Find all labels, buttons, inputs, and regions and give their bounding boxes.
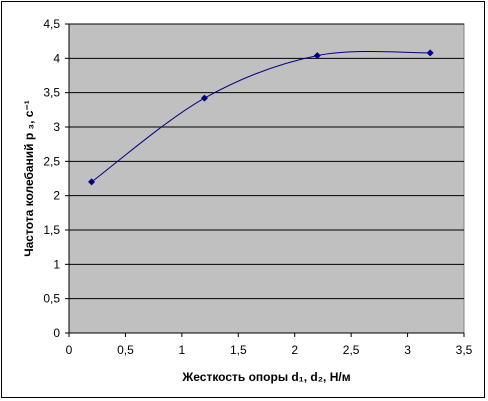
x-tick-label: 1,5	[230, 343, 247, 357]
data-point	[88, 178, 96, 186]
plot-area	[68, 23, 465, 334]
x-tick-label: 3,5	[456, 343, 473, 357]
x-tick-label: 0,5	[117, 343, 134, 357]
data-point	[200, 94, 208, 102]
y-tick-label: 0	[53, 326, 60, 340]
y-axis-title: Частота колебаний р ₃, с⁻¹	[22, 100, 36, 257]
data-point	[313, 52, 321, 60]
y-tick-label: 0,5	[43, 292, 60, 306]
series-line	[91, 50, 431, 183]
y-tick-label: 3,5	[43, 86, 60, 100]
x-tick-label: 1	[179, 343, 186, 357]
y-tick-label: 1	[53, 257, 60, 271]
axes	[68, 24, 464, 334]
y-tick-label: 4,5	[43, 17, 60, 31]
y-tick-label: 4	[53, 51, 60, 65]
x-axis-title: Жесткость опоры d₁, d₂, Н/м	[181, 370, 350, 384]
series-markers	[88, 49, 434, 186]
x-tick-labels: 0 0,5 1 1,5 2 2,5 3 3,5	[66, 343, 473, 357]
gridlines	[65, 23, 465, 337]
y-tick-label: 1,5	[43, 223, 60, 237]
x-tick-label: 2	[291, 343, 298, 357]
y-tick-label: 2	[53, 189, 60, 203]
y-tick-labels: 0 0,5 1 1,5 2 2,5 3 3,5 4 4,5	[43, 17, 60, 340]
x-tick-label: 3	[404, 343, 411, 357]
x-tick-label: 2,5	[343, 343, 360, 357]
y-tick-label: 2,5	[43, 154, 60, 168]
y-tick-label: 3	[53, 120, 60, 134]
x-tick-label: 0	[66, 343, 73, 357]
data-point	[426, 49, 434, 57]
